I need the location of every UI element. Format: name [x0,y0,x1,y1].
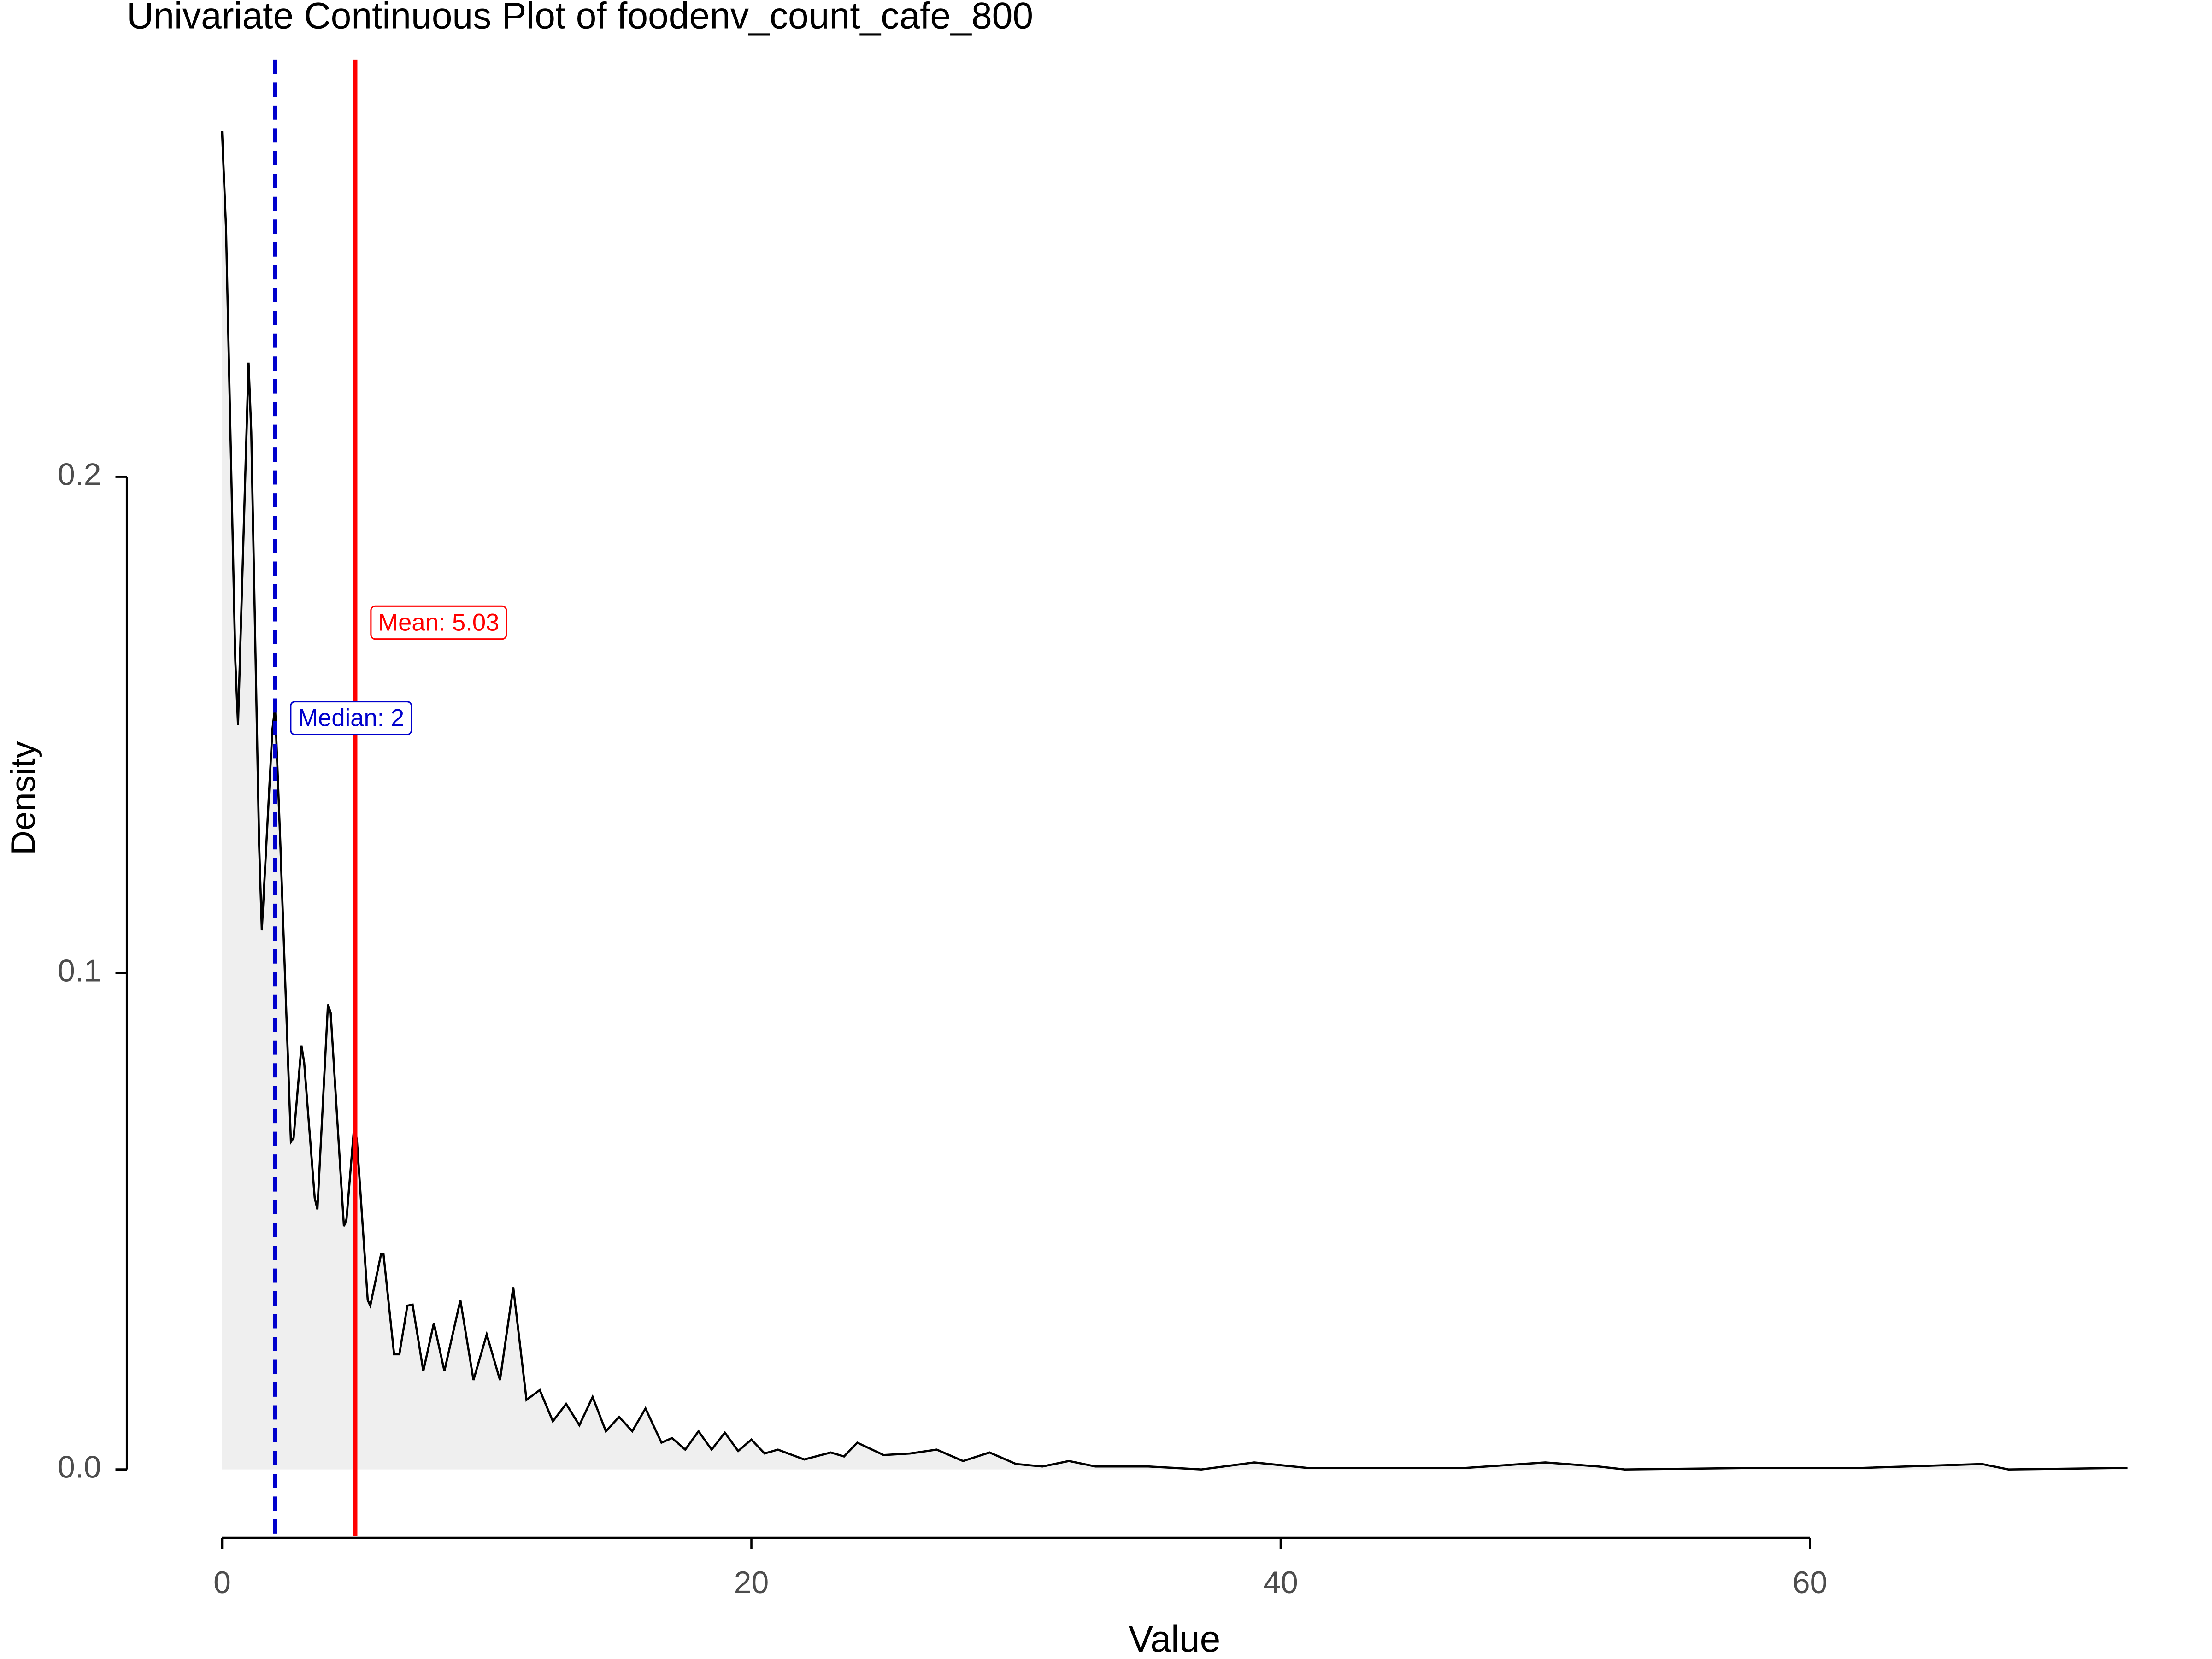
reference-label: Mean: 5.03 [378,609,499,636]
density-line [221,131,2128,1471]
reference-label-box [370,605,507,640]
x-tick-label: 20 [734,1565,769,1600]
x-tick-label: 60 [1793,1565,1828,1600]
y-axis-label: Density [4,741,42,855]
reference-label: Median: 2 [298,705,404,732]
x-axis-label: Value [1129,1618,1221,1659]
x-tick-label: 0 [213,1565,231,1600]
density-area [222,131,2128,1470]
chart-title: Univariate Continuous Plot of foodenv_co… [127,0,1033,36]
y-tick-label: 0.0 [58,1450,101,1485]
x-tick-label: 40 [1263,1565,1298,1600]
reference-label-box [290,701,412,735]
y-tick-label: 0.1 [58,953,101,988]
y-tick-label: 0.2 [58,457,101,492]
